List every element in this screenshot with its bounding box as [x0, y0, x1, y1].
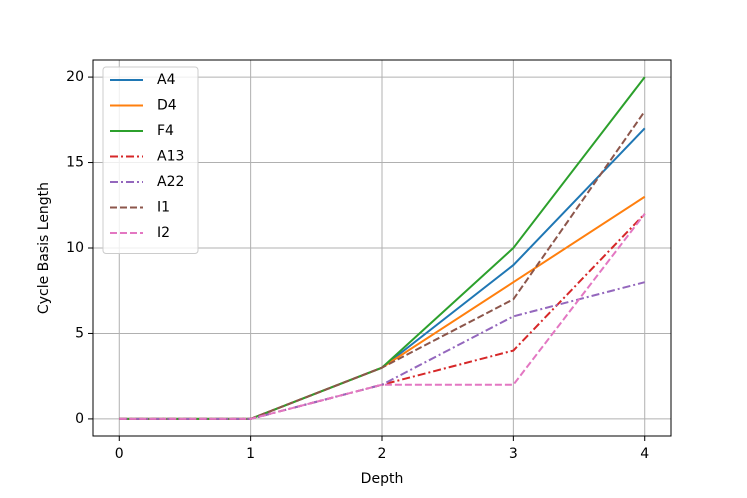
legend-label: A22: [157, 174, 184, 190]
legend-label: A13: [157, 149, 184, 165]
legend-label: I1: [157, 200, 170, 216]
x-tick-label: 4: [640, 446, 649, 462]
series-line: [119, 213, 646, 420]
y-tick-label: 20: [66, 69, 84, 85]
y-tick-label: 5: [75, 325, 84, 341]
legend-label: I2: [157, 225, 170, 241]
y-tick-label: 15: [66, 155, 84, 171]
series-line: [119, 110, 646, 420]
x-axis-label: Depth: [361, 471, 404, 487]
x-tick-label: 1: [246, 446, 255, 462]
legend-label: A4: [157, 72, 176, 88]
x-tick-label: 0: [115, 446, 124, 462]
legend-label: D4: [157, 98, 177, 114]
plot-frame: [92, 59, 672, 437]
y-axis-label: Cycle Basis Length: [36, 182, 52, 314]
legend-label: F4: [157, 123, 174, 139]
series-line: [119, 281, 645, 420]
x-tick-label: 2: [378, 446, 387, 462]
y-tick-label: 0: [75, 411, 84, 427]
x-tick-label: 3: [509, 446, 518, 462]
y-tick-label: 10: [66, 240, 84, 256]
